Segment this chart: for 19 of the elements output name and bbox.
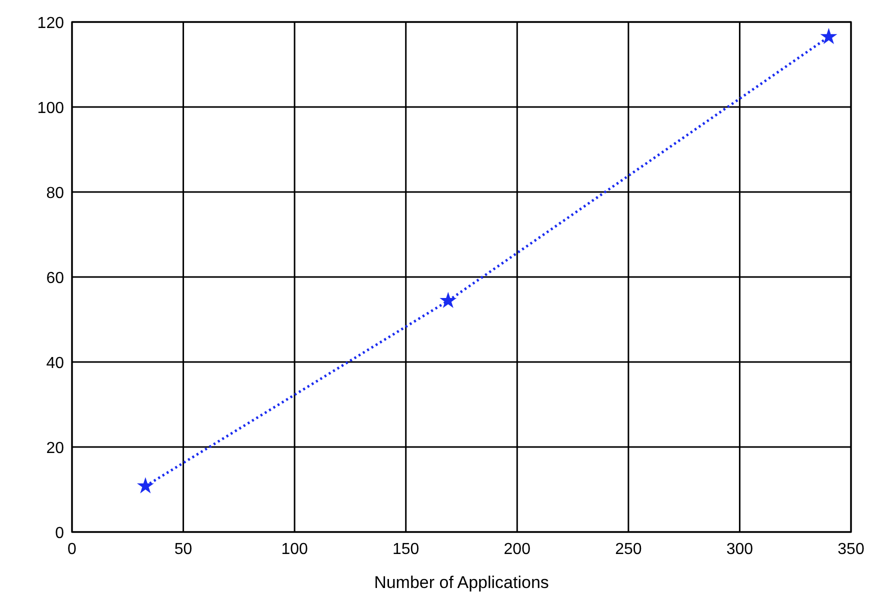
y-tick-label: 60 xyxy=(46,270,64,287)
point xyxy=(136,477,154,494)
y-tick-label: 0 xyxy=(55,525,64,542)
x-tick-label: 200 xyxy=(504,541,531,558)
x-tick-label: 100 xyxy=(281,541,308,558)
x-tick-label: 300 xyxy=(726,541,754,558)
point xyxy=(440,292,457,308)
y-tick-label: 40 xyxy=(46,355,64,372)
y-tick-label: 20 xyxy=(46,440,64,457)
x-tick-label: 0 xyxy=(68,541,77,558)
x-tick-label: 50 xyxy=(174,541,192,558)
x-axis-title: Number of Applications xyxy=(374,573,549,592)
x-tick-label: 250 xyxy=(615,541,642,558)
x-tick-label: 350 xyxy=(838,541,864,558)
y-tick-label: 120 xyxy=(37,15,64,32)
point xyxy=(820,28,838,44)
y-tick-label: 80 xyxy=(46,185,64,202)
x-tick-label: 150 xyxy=(392,541,420,558)
y-tick-label: 100 xyxy=(37,100,64,117)
